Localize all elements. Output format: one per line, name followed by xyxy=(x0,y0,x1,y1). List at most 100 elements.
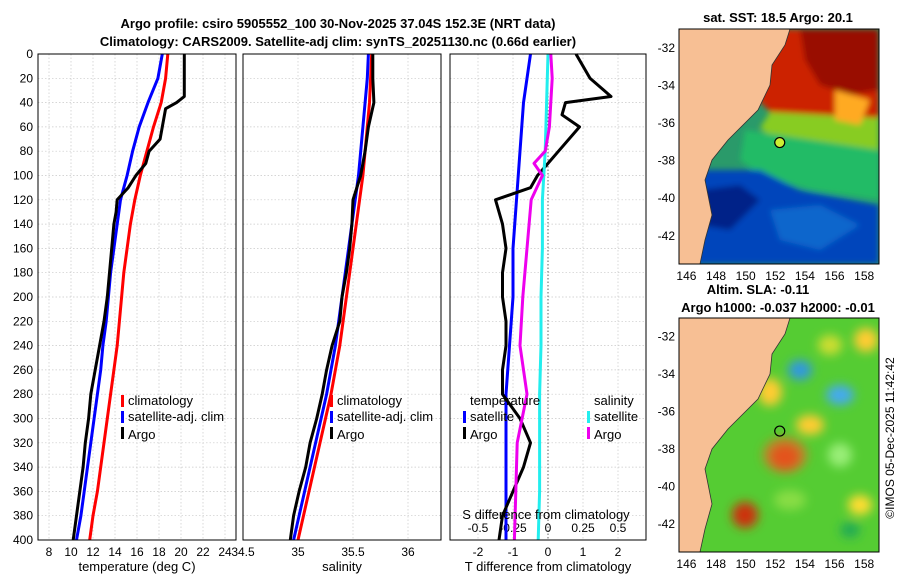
sla-argo-marker xyxy=(774,425,786,437)
legend-swatch-satellite xyxy=(121,411,124,423)
legend-swatch-t-argo xyxy=(463,427,466,439)
map-x-tick-label: 154 xyxy=(795,557,815,571)
y-tick-label: 280 xyxy=(13,387,33,401)
legend-label-satellite: satellite-adj. clim xyxy=(128,409,224,424)
legend-swatch-satellite xyxy=(330,411,333,423)
map-y-tick-label: -40 xyxy=(658,479,676,493)
y-tick-label: 220 xyxy=(13,314,33,328)
x-tick-label: 16 xyxy=(130,545,144,559)
chart-title-line1: Argo profile: csiro 5905552_100 30-Nov-2… xyxy=(121,16,556,31)
legend-title-temperature: temperature xyxy=(470,393,540,408)
sla-map-title-line1: Altim. SLA: -0.11 xyxy=(707,282,810,297)
map-x-tick-label: 158 xyxy=(854,269,874,283)
map-x-tick-label: 148 xyxy=(706,269,726,283)
y-tick-label: 140 xyxy=(13,217,33,231)
x-tick-label: 1 xyxy=(580,545,587,559)
axes-frame xyxy=(242,53,442,541)
series-line-s-satellite xyxy=(536,53,550,541)
y-tick-label: 260 xyxy=(13,363,33,377)
map-x-tick-label: 150 xyxy=(736,269,756,283)
x-tick-label: 2 xyxy=(615,545,622,559)
map-x-tick-label: 150 xyxy=(736,557,756,571)
x-tick-label: 24 xyxy=(218,545,232,559)
legend-label-s-satellite: satellite xyxy=(594,409,638,424)
x-tick-label: 14 xyxy=(108,545,122,559)
x-tick-label: 10 xyxy=(64,545,78,559)
series-line-t-argo xyxy=(494,53,613,541)
map-x-tick-label: 156 xyxy=(825,557,845,571)
sst-land xyxy=(679,29,790,264)
legend-label-climatology: climatology xyxy=(128,393,194,408)
axes-frame xyxy=(449,53,647,541)
x-tick-label: 35.5 xyxy=(341,545,365,559)
copyright-stamp: ©IMOS 05-Dec-2025 11:42:42 xyxy=(883,357,897,519)
legend-swatch-argo xyxy=(121,427,124,439)
y-tick-label: 20 xyxy=(20,71,34,85)
legend-swatch-s-argo xyxy=(587,427,590,439)
axes-frame xyxy=(37,53,237,541)
map-y-tick-label: -32 xyxy=(658,330,676,344)
sst-argo-marker xyxy=(774,136,786,149)
y-tick-label: 160 xyxy=(13,241,33,255)
x-tick-label: 34.5 xyxy=(231,545,255,559)
map-y-tick-label: -34 xyxy=(658,78,676,92)
map-x-tick-label: 158 xyxy=(854,557,874,571)
sla-map xyxy=(678,317,880,553)
y-tick-label: 400 xyxy=(13,533,33,547)
x-tick-label: 22 xyxy=(196,545,210,559)
map-x-tick-label: 148 xyxy=(706,557,726,571)
map-x-tick-label: 146 xyxy=(676,557,696,571)
map-y-tick-label: -32 xyxy=(658,41,676,55)
temperature-legend: climatology satellite-adj. clim Argo xyxy=(121,393,224,442)
legend-label-argo: Argo xyxy=(337,427,364,442)
map-y-tick-label: -38 xyxy=(658,154,676,168)
salinity-profile-plot: 34.5 35 35.5 36 xyxy=(231,53,442,559)
x-tick-label: 18 xyxy=(152,545,166,559)
x-tick-label: -2 xyxy=(473,545,484,559)
s-x-tick-label: 0.25 xyxy=(571,521,595,535)
legend-label-climatology: climatology xyxy=(337,393,403,408)
legend-label-argo: Argo xyxy=(128,427,155,442)
sst-map-frame xyxy=(678,28,880,265)
s-difference-label: S difference from climatology xyxy=(462,507,630,522)
y-tick-label: 120 xyxy=(13,193,33,207)
sst-map-title: sat. SST: 18.5 Argo: 20.1 xyxy=(703,10,853,25)
map-tick-labels: 146 148 150 152 154 156 158 -32 -34 -36 -38 -40 -42 1… xyxy=(658,41,875,571)
x-tick-label: -1 xyxy=(508,545,519,559)
map-x-tick-label: 152 xyxy=(765,557,785,571)
y-tick-label: 200 xyxy=(13,290,33,304)
s-x-tick-label: 0.5 xyxy=(610,521,627,535)
salinity-legend: climatology satellite-adj. clim Argo xyxy=(330,393,433,442)
temperature-xlabel: temperature (deg C) xyxy=(78,559,195,574)
sst-map xyxy=(678,28,880,265)
x-tick-label: 12 xyxy=(86,545,100,559)
series-line-s-argo xyxy=(512,53,554,541)
y-tick-label: 300 xyxy=(13,412,33,426)
map-y-tick-label: -40 xyxy=(658,191,676,205)
sla-map-frame xyxy=(678,317,880,553)
legend-swatch-t-satellite xyxy=(463,411,466,423)
map-y-tick-label: -42 xyxy=(658,517,676,531)
map-y-tick-label: -38 xyxy=(658,442,676,456)
map-y-tick-label: -36 xyxy=(658,405,676,419)
map-y-tick-label: -36 xyxy=(658,116,676,130)
y-tick-label: 80 xyxy=(20,144,34,158)
y-tick-label: 340 xyxy=(13,460,33,474)
y-tick-label: 240 xyxy=(13,339,33,353)
legend-swatch-argo xyxy=(330,427,333,439)
legend-swatch-climatology xyxy=(121,395,124,407)
legend-label-s-argo: Argo xyxy=(594,427,621,442)
y-tick-label: 320 xyxy=(13,436,33,450)
legend-swatch-s-satellite xyxy=(587,411,590,423)
salinity-xlabel: salinity xyxy=(322,559,362,574)
y-tick-label: 40 xyxy=(20,96,34,110)
y-tick-label: 380 xyxy=(13,509,33,523)
legend-label-t-argo: Argo xyxy=(470,427,497,442)
map-x-tick-label: 146 xyxy=(676,269,696,283)
sla-map-title-line2: Argo h1000: -0.037 h2000: -0.01 xyxy=(681,300,875,315)
map-x-tick-label: 156 xyxy=(825,269,845,283)
legend-title-salinity: salinity xyxy=(594,393,634,408)
series-line-t-satellite xyxy=(504,53,532,540)
sst-coastline xyxy=(699,29,791,264)
